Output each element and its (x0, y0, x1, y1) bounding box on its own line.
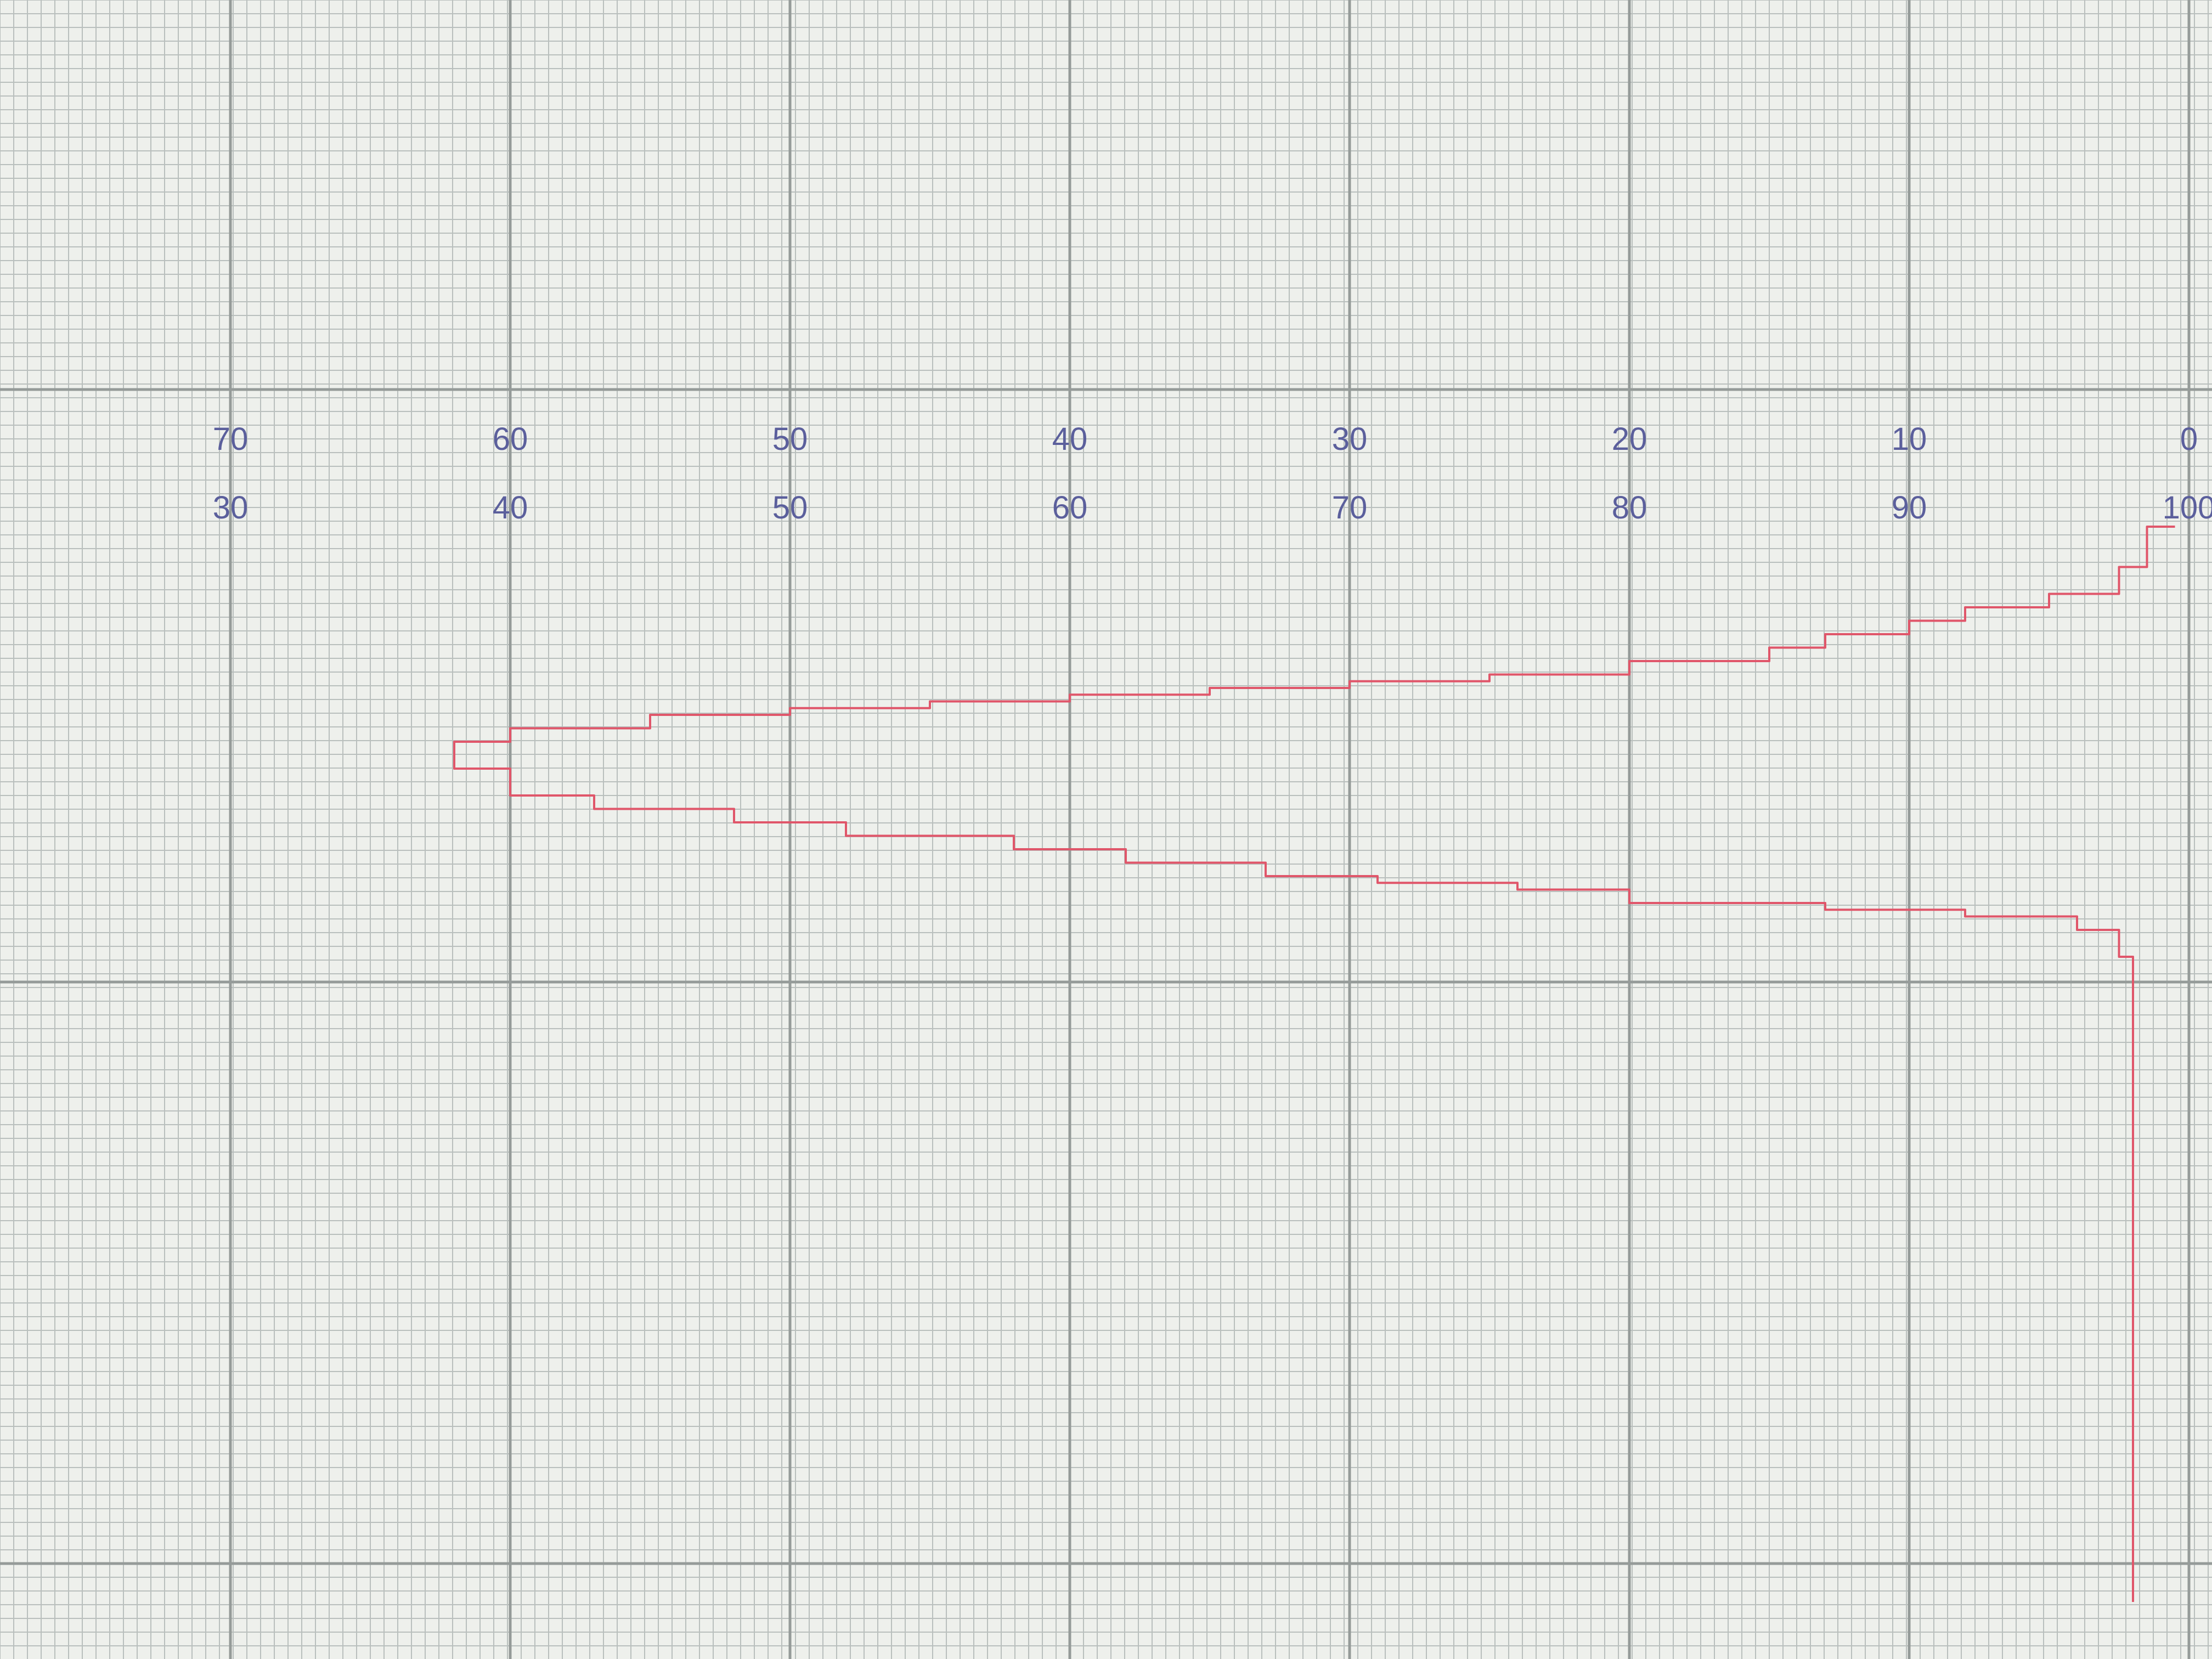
x-tick-labels-bottom: 30 40 50 60 70 80 90 100 (213, 490, 2212, 526)
tick-label: 90 (1892, 490, 1927, 526)
tick-label: 50 (772, 421, 808, 457)
tick-label: 40 (493, 490, 528, 526)
tick-label: 80 (1612, 490, 1647, 526)
tick-label: 30 (1332, 421, 1368, 457)
series-trace (453, 526, 2175, 1602)
tick-label: 10 (1892, 421, 1927, 457)
tick-label: 60 (1052, 490, 1088, 526)
tick-label: 100 (2163, 490, 2212, 526)
tick-label: 50 (772, 490, 808, 526)
series-layer (453, 526, 2175, 1602)
tick-label: 70 (213, 421, 249, 457)
tick-label: 30 (213, 490, 249, 526)
tick-label: 70 (1332, 490, 1368, 526)
tick-label: 40 (1052, 421, 1088, 457)
x-tick-labels-top: 70 60 50 40 30 20 10 0 (213, 421, 2198, 457)
tick-label: 60 (493, 421, 528, 457)
tick-label: 0 (2180, 421, 2198, 457)
tick-label: 20 (1612, 421, 1647, 457)
